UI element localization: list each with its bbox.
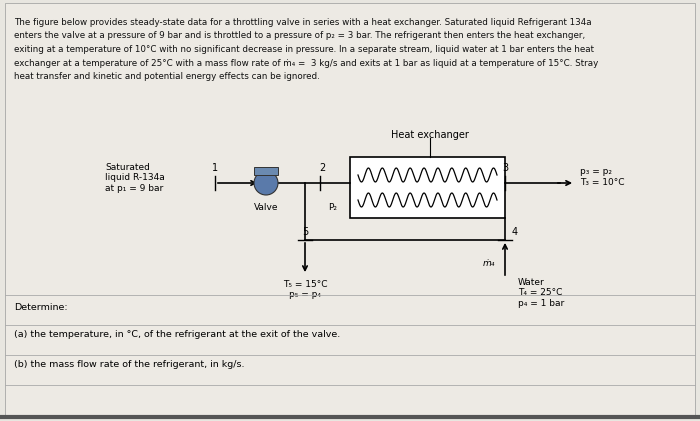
Text: (b) the mass flow rate of the refrigerant, in kg/s.: (b) the mass flow rate of the refrigeran… [14,360,244,369]
Text: Saturated
liquid R-134a
at p₁ = 9 bar: Saturated liquid R-134a at p₁ = 9 bar [105,163,165,193]
Text: heat transfer and kinetic and potential energy effects can be ignored.: heat transfer and kinetic and potential … [14,72,320,81]
Bar [254,167,278,175]
Text: P₂: P₂ [328,203,337,212]
Text: 3: 3 [502,163,508,173]
Text: 4: 4 [512,227,518,237]
Text: 1: 1 [212,163,218,173]
Text: The figure below provides steady-state data for a throttling valve in series wit: The figure below provides steady-state d… [14,18,592,27]
Text: 5: 5 [302,227,308,237]
Text: 2: 2 [319,163,325,173]
Text: Determine:: Determine: [14,303,68,312]
Text: p₃ = p₂
T₃ = 10°C: p₃ = p₂ T₃ = 10°C [580,167,624,187]
Text: T₅ = 15°C
p₅ = p₄: T₅ = 15°C p₅ = p₄ [283,280,328,299]
Circle shape [254,171,278,195]
Text: (a) the temperature, in °C, of the refrigerant at the exit of the valve.: (a) the temperature, in °C, of the refri… [14,330,340,339]
Text: ṁ₄: ṁ₄ [482,258,495,267]
Text: Water
T₄ = 25°C
p₄ = 1 bar: Water T₄ = 25°C p₄ = 1 bar [518,278,564,308]
Text: exchanger at a temperature of 25°C with a mass flow rate of ṁ₄ =  3 kg/s and exi: exchanger at a temperature of 25°C with … [14,59,598,67]
Bar [350,157,505,218]
Text: exiting at a temperature of 10°C with no significant decrease in pressure. In a : exiting at a temperature of 10°C with no… [14,45,594,54]
Text: Valve: Valve [253,203,279,212]
Text: Heat exchanger: Heat exchanger [391,130,469,140]
Text: enters the valve at a pressure of 9 bar and is throttled to a pressure of p₂ = 3: enters the valve at a pressure of 9 bar … [14,32,585,40]
